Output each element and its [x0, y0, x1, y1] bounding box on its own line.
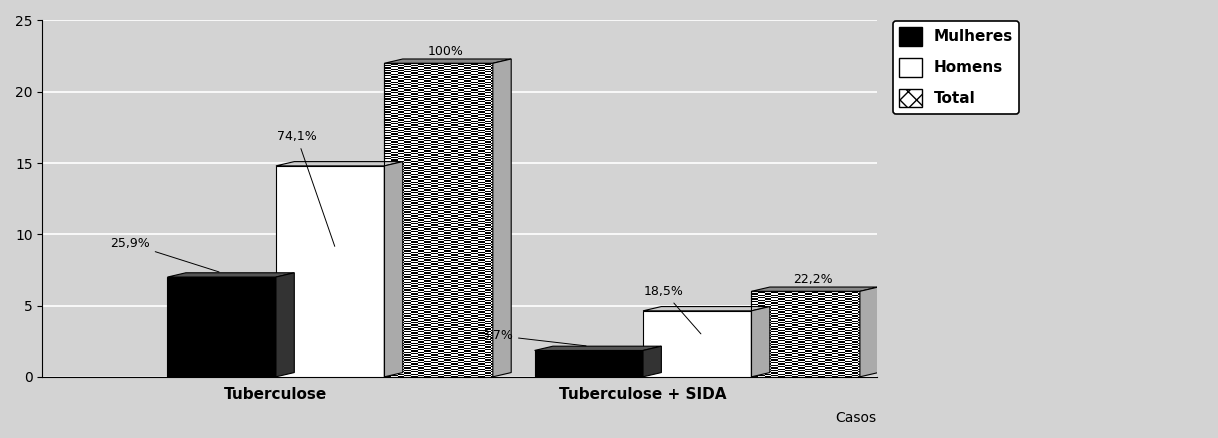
- Polygon shape: [276, 273, 295, 377]
- Polygon shape: [643, 307, 770, 311]
- Text: 3,7%: 3,7%: [481, 329, 586, 346]
- Bar: [385, 63, 493, 377]
- Polygon shape: [643, 346, 661, 377]
- Polygon shape: [385, 59, 512, 63]
- Polygon shape: [535, 346, 661, 350]
- Text: 74,1%: 74,1%: [276, 130, 335, 246]
- Bar: [385, 63, 493, 377]
- Polygon shape: [168, 273, 295, 277]
- Bar: [643, 311, 752, 377]
- Bar: [168, 277, 276, 377]
- Bar: [276, 166, 385, 377]
- Polygon shape: [752, 287, 878, 291]
- Polygon shape: [860, 287, 878, 377]
- Legend: Mulheres, Homens, Total: Mulheres, Homens, Total: [893, 21, 1019, 113]
- Text: 22,2%: 22,2%: [793, 273, 833, 286]
- Polygon shape: [276, 162, 403, 166]
- Polygon shape: [385, 162, 403, 377]
- Bar: [535, 350, 643, 377]
- Bar: [752, 291, 860, 377]
- Text: Casos: Casos: [836, 411, 877, 425]
- Polygon shape: [493, 59, 512, 377]
- Text: 25,9%: 25,9%: [110, 237, 219, 272]
- Text: 100%: 100%: [428, 45, 464, 58]
- Text: 18,5%: 18,5%: [644, 285, 700, 334]
- Polygon shape: [752, 307, 770, 377]
- Bar: [752, 291, 860, 377]
